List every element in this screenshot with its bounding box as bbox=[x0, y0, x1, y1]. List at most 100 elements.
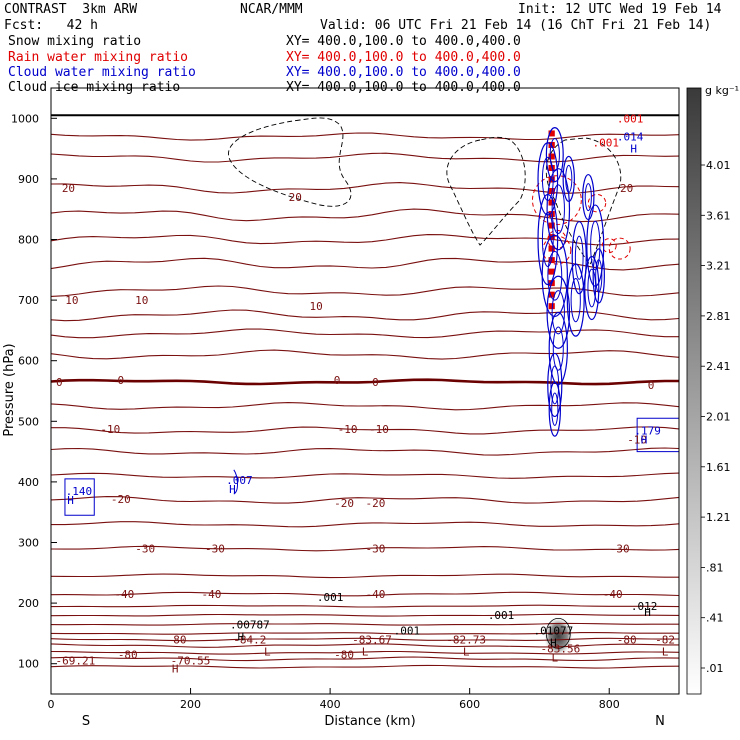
extremum-marker: L bbox=[551, 652, 558, 665]
isotherm-line bbox=[51, 426, 680, 435]
isotherm-line bbox=[51, 521, 680, 528]
cloud-water-contour bbox=[545, 127, 564, 183]
extremum-marker: H bbox=[67, 494, 74, 507]
isotherm-line bbox=[50, 152, 680, 163]
isotherm-line bbox=[50, 650, 680, 655]
extremum-marker: H bbox=[237, 630, 244, 643]
cloud-water-contour bbox=[584, 255, 600, 321]
cloud-water-contour bbox=[571, 221, 587, 295]
cloud-water-contour bbox=[233, 469, 238, 495]
colorbar-tick-label: 2.41 bbox=[706, 360, 731, 373]
isotherm-line bbox=[50, 132, 680, 141]
y-tick-label: 300 bbox=[18, 537, 39, 550]
field-label-rain: Rain water mixing ratio bbox=[8, 50, 189, 65]
contour-label: -10 bbox=[627, 433, 647, 446]
isotherm-line bbox=[50, 328, 679, 339]
y-tick-label: 900 bbox=[18, 173, 39, 186]
cloud-water-contour bbox=[587, 268, 597, 308]
contour-label: -40 bbox=[366, 588, 386, 601]
contour-label: 20 bbox=[620, 182, 633, 195]
cloud-water-contour bbox=[592, 248, 605, 304]
isotherm-line bbox=[50, 613, 680, 617]
extremum-marker: L bbox=[264, 646, 271, 659]
x-tick-label: 800 bbox=[599, 698, 620, 711]
cloud-water-contour bbox=[537, 142, 559, 216]
cloud-water-contour bbox=[565, 164, 573, 193]
isotherm-line bbox=[50, 656, 680, 662]
y-tick-label: 400 bbox=[18, 476, 39, 489]
x-tick-label: 600 bbox=[459, 698, 480, 711]
extremum-marker: H bbox=[172, 663, 179, 676]
y-tick-label: 500 bbox=[18, 415, 39, 428]
contour-label: -69.21 bbox=[56, 655, 96, 668]
colorbar-tick-label: 2.81 bbox=[706, 310, 731, 323]
x-tick-label: 200 bbox=[180, 698, 201, 711]
x-tick-label: 0 bbox=[48, 698, 55, 711]
x-tick-label: 400 bbox=[320, 698, 341, 711]
y-tick-label: 200 bbox=[18, 597, 39, 610]
isotherm-line bbox=[50, 447, 680, 456]
contour-label: -80 bbox=[118, 649, 138, 662]
rain-contour bbox=[608, 237, 631, 260]
colorbar-tick-label: .01 bbox=[706, 662, 724, 675]
cloud-water-contour bbox=[541, 212, 554, 267]
isotherm-line bbox=[50, 309, 680, 322]
plot-frame bbox=[50, 87, 680, 695]
cloud-water-contour bbox=[551, 392, 559, 426]
rain-max-band bbox=[548, 199, 555, 206]
cloud-water-contour bbox=[570, 278, 581, 323]
colorbar-tick-label: 3.61 bbox=[706, 209, 731, 222]
contour-label: -10 bbox=[100, 423, 120, 436]
cloud-water-contour bbox=[549, 137, 560, 172]
rain-max-band bbox=[548, 291, 555, 298]
y-tick-label: 1000 bbox=[11, 112, 39, 125]
isotherm-line bbox=[50, 285, 680, 297]
contour-label: -80 bbox=[167, 633, 187, 646]
contour-label: -10 bbox=[338, 423, 358, 436]
cloud-water-contour bbox=[546, 168, 571, 251]
colorbar-tick-label: 1.21 bbox=[706, 511, 731, 524]
contour-label: .001 bbox=[592, 137, 619, 150]
contour-label: .179 bbox=[634, 424, 661, 437]
contour-label: -80 bbox=[617, 633, 637, 646]
cloud-water-contour bbox=[590, 220, 601, 271]
isotherm-line bbox=[50, 591, 680, 597]
extremum-marker: L bbox=[463, 646, 470, 659]
model-title: CONTRAST 3km ARW bbox=[4, 2, 138, 17]
cloud-water-contour bbox=[586, 204, 605, 287]
cloud-water-contour bbox=[547, 251, 563, 301]
contour-label: .140 bbox=[66, 485, 93, 498]
contour-label: 20 bbox=[289, 191, 302, 204]
isotherm-line bbox=[50, 349, 680, 360]
contour-label: .001 bbox=[617, 112, 644, 125]
colorbar-tick-label: 4.01 bbox=[706, 159, 731, 172]
field-xy-snow: XY= 400.0,100.0 to 400.0,400.0 bbox=[286, 34, 521, 49]
rain-contour bbox=[601, 238, 617, 254]
colorbar: 4.01 3.61 3.21 2.81 2.41 2.01 1.61 1.21 .81 .41 .0… bbox=[686, 84, 739, 695]
cloud-water-contour bbox=[562, 155, 575, 202]
contour-label: .014 bbox=[617, 130, 644, 143]
isotherm-line bbox=[50, 637, 680, 642]
snow-contour bbox=[545, 137, 622, 266]
colorbar-tick-label: .41 bbox=[706, 612, 724, 625]
rain-max-band bbox=[548, 153, 555, 160]
isotherm-line bbox=[50, 234, 680, 246]
cloud-water-contour bbox=[548, 311, 568, 386]
rain-max-band bbox=[548, 130, 555, 137]
contour-label: -82.73 bbox=[446, 633, 486, 646]
colorbar-ticks: 4.01 3.61 3.21 2.81 2.41 2.01 1.61 1.21 .81 .41 .0… bbox=[701, 159, 731, 675]
isotherm-line bbox=[50, 573, 679, 579]
contour-label: -20 bbox=[111, 493, 131, 506]
y-tick-label: 100 bbox=[18, 658, 39, 671]
isotherm-line bbox=[50, 496, 680, 504]
contour-label: -82 bbox=[655, 633, 675, 646]
cloud-water-contour bbox=[547, 352, 563, 418]
forecast-hour: Fcst: 42 h bbox=[4, 18, 98, 33]
isotherm-line bbox=[50, 257, 680, 271]
y-tick-label: 800 bbox=[18, 234, 39, 247]
cloud-water-contour bbox=[551, 290, 565, 335]
contour-label: 0 bbox=[334, 374, 341, 387]
y-axis-title: Pressure (hPa) bbox=[2, 343, 17, 436]
contour-label: -84.2 bbox=[233, 633, 266, 646]
